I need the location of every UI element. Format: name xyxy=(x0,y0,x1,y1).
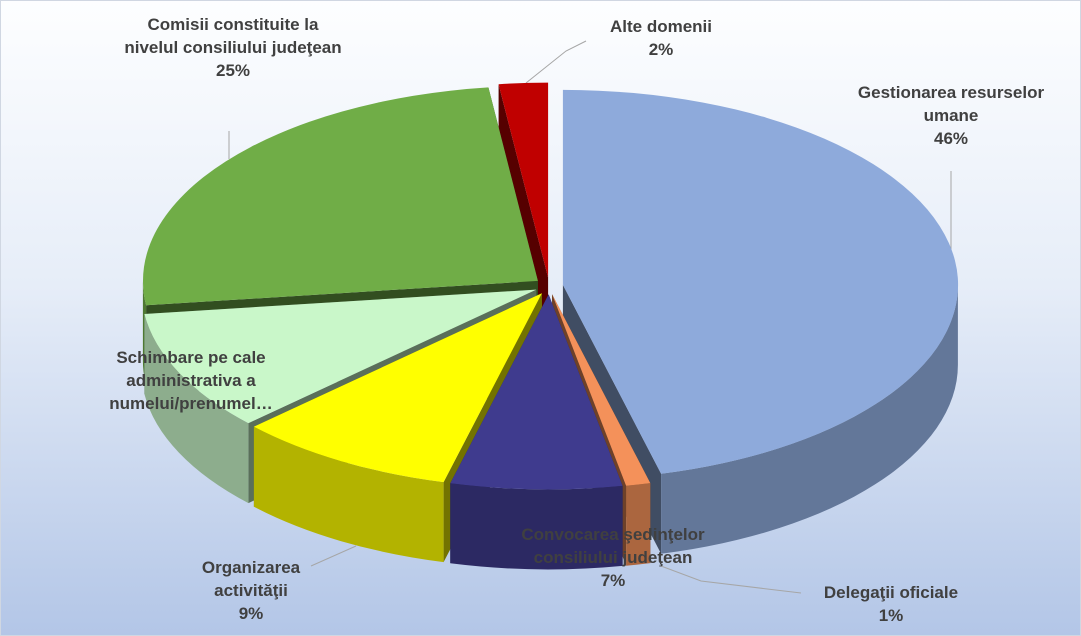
slice-side xyxy=(253,426,444,563)
category-label: Comisii constituite la nivelul consiliul… xyxy=(124,15,342,57)
slice xyxy=(552,294,651,486)
slice xyxy=(498,82,549,278)
slice xyxy=(142,87,538,306)
data-label: Convocarea şedinţelor consiliului judeţe… xyxy=(503,523,723,592)
category-label: Alte domenii xyxy=(609,17,712,36)
data-label: Comisii constituite la nivelul consiliul… xyxy=(123,13,343,82)
value-label: 7% xyxy=(600,571,626,590)
category-label: Delegaţii oficiale xyxy=(823,583,959,602)
value-label: 2% xyxy=(648,40,674,59)
slice-side xyxy=(144,314,249,504)
slice xyxy=(144,289,537,424)
slice-side xyxy=(450,483,623,570)
category-label: Convocarea şedinţelor consiliului judeţe… xyxy=(521,525,705,567)
value-label: 9% xyxy=(238,604,264,623)
category-label: Schimbare pe cale administrativa a numel… xyxy=(109,348,273,413)
data-label: Schimbare pe cale administrativa a numel… xyxy=(81,346,301,415)
value-label: 1% xyxy=(878,606,904,625)
slice xyxy=(253,293,542,483)
slice xyxy=(562,89,959,474)
value-label: 46% xyxy=(933,129,969,148)
data-label: Delegaţii oficiale 1% xyxy=(771,581,1011,627)
slice xyxy=(450,294,623,490)
data-label: Organizarea activităţii 9% xyxy=(166,556,336,625)
value-label: 25% xyxy=(215,61,251,80)
leader-line xyxy=(525,40,587,84)
slice-side xyxy=(626,483,651,566)
leader-line xyxy=(660,565,802,594)
data-label: Alte domenii 2% xyxy=(581,15,741,61)
category-label: Gestionarea resurselor umane xyxy=(857,83,1045,125)
slice-side xyxy=(661,284,958,554)
leader-line xyxy=(310,545,357,567)
data-label: Gestionarea resurselor umane 46% xyxy=(856,81,1046,150)
category-label: Organizarea activităţii xyxy=(201,558,301,600)
